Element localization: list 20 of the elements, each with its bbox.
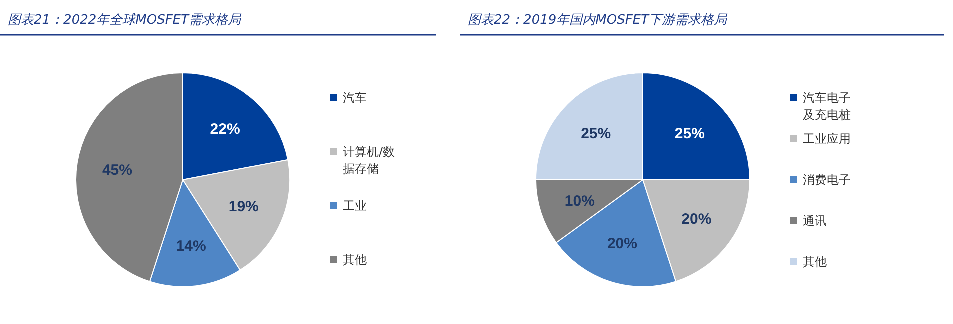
legend-label: 工业 <box>343 199 367 214</box>
legend-label: 汽车 <box>343 91 367 106</box>
data-label: 14% <box>176 238 206 256</box>
legend-label: 工业应用 <box>803 132 851 146</box>
data-label: 25% <box>674 125 705 142</box>
data-label: 20% <box>682 211 712 228</box>
data-label: 45% <box>102 162 132 179</box>
chart-title: 图表22：2019年国内MOSFET下游需求格局 <box>468 13 728 28</box>
data-label: 19% <box>228 198 259 216</box>
legend-label: 其他 <box>803 255 827 270</box>
data-label: 25% <box>581 125 612 142</box>
legend-label: 汽车电子及充电桩 <box>803 91 851 122</box>
legend-label: 其他 <box>343 253 367 268</box>
legend-label: 消费电子 <box>803 173 851 188</box>
data-label: 22% <box>210 121 240 138</box>
data-label: 20% <box>607 235 638 252</box>
legend-label: 计算机/数据存储 <box>343 145 396 176</box>
legend-label: 通讯 <box>803 214 827 228</box>
data-label: 10% <box>564 192 595 210</box>
chart-title: 图表21：2022年全球MOSFET需求格局 <box>8 13 242 28</box>
